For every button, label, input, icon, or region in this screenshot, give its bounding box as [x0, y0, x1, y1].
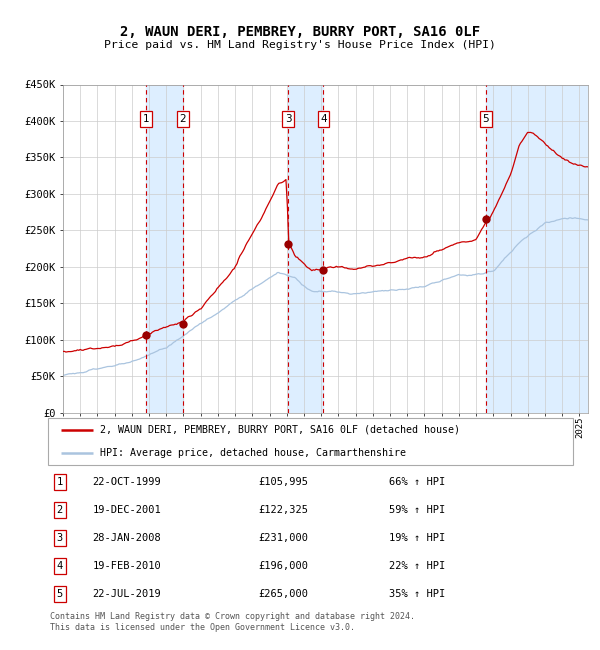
Text: HPI: Average price, detached house, Carmarthenshire: HPI: Average price, detached house, Carm… — [101, 448, 407, 458]
Text: Price paid vs. HM Land Registry's House Price Index (HPI): Price paid vs. HM Land Registry's House … — [104, 40, 496, 51]
Text: 19% ↑ HPI: 19% ↑ HPI — [389, 533, 445, 543]
Text: £122,325: £122,325 — [258, 505, 308, 515]
Text: 22% ↑ HPI: 22% ↑ HPI — [389, 561, 445, 571]
Text: 2: 2 — [56, 505, 62, 515]
Bar — [486, 84, 588, 413]
Text: 2: 2 — [179, 114, 186, 124]
Text: 4: 4 — [320, 114, 327, 124]
Text: 4: 4 — [56, 561, 62, 571]
Text: 1: 1 — [142, 114, 149, 124]
Bar — [288, 84, 323, 413]
Text: 2, WAUN DERI, PEMBREY, BURRY PORT, SA16 0LF (detached house): 2, WAUN DERI, PEMBREY, BURRY PORT, SA16 … — [101, 424, 461, 435]
Text: £231,000: £231,000 — [258, 533, 308, 543]
Text: 66% ↑ HPI: 66% ↑ HPI — [389, 477, 445, 487]
Text: 19-DEC-2001: 19-DEC-2001 — [92, 505, 161, 515]
Text: 22-OCT-1999: 22-OCT-1999 — [92, 477, 161, 487]
Text: Contains HM Land Registry data © Crown copyright and database right 2024.: Contains HM Land Registry data © Crown c… — [50, 612, 415, 621]
Text: 28-JAN-2008: 28-JAN-2008 — [92, 533, 161, 543]
Text: £105,995: £105,995 — [258, 477, 308, 487]
Text: 59% ↑ HPI: 59% ↑ HPI — [389, 505, 445, 515]
Text: £265,000: £265,000 — [258, 589, 308, 599]
Text: £196,000: £196,000 — [258, 561, 308, 571]
Text: 3: 3 — [56, 533, 62, 543]
Text: 22-JUL-2019: 22-JUL-2019 — [92, 589, 161, 599]
Text: 5: 5 — [482, 114, 489, 124]
Text: 3: 3 — [285, 114, 292, 124]
Text: 19-FEB-2010: 19-FEB-2010 — [92, 561, 161, 571]
Text: 35% ↑ HPI: 35% ↑ HPI — [389, 589, 445, 599]
Text: This data is licensed under the Open Government Licence v3.0.: This data is licensed under the Open Gov… — [50, 623, 355, 632]
Bar — [146, 84, 183, 413]
Text: 1: 1 — [56, 477, 62, 487]
Text: 5: 5 — [56, 589, 62, 599]
Text: 2, WAUN DERI, PEMBREY, BURRY PORT, SA16 0LF: 2, WAUN DERI, PEMBREY, BURRY PORT, SA16 … — [120, 25, 480, 39]
